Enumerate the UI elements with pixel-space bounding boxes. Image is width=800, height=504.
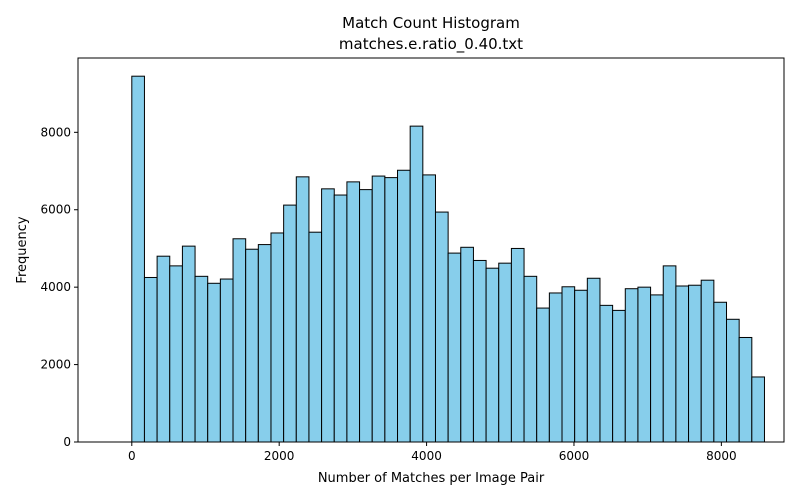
histogram-bar bbox=[548, 292, 563, 443]
histogram-bar bbox=[346, 181, 361, 443]
histogram-bar bbox=[257, 244, 272, 443]
histogram-bar bbox=[650, 294, 664, 443]
y-tick-label: 4000 bbox=[40, 280, 71, 294]
x-tick-label: 2000 bbox=[264, 449, 295, 463]
y-tick-label: 2000 bbox=[40, 358, 71, 372]
histogram-bar bbox=[700, 279, 715, 443]
x-tick-label: 0 bbox=[128, 449, 136, 463]
histogram-bar bbox=[232, 238, 247, 443]
histogram-bar bbox=[574, 289, 588, 443]
histogram-bar bbox=[169, 265, 183, 443]
x-tick-label: 6000 bbox=[559, 449, 590, 463]
histogram-bar bbox=[637, 286, 652, 443]
histogram-bar bbox=[485, 267, 500, 443]
histogram-bar bbox=[612, 309, 626, 443]
histogram-bar bbox=[333, 194, 348, 443]
plot-frame bbox=[77, 57, 785, 443]
y-tick-label: 6000 bbox=[40, 203, 71, 217]
histogram-bar bbox=[283, 204, 297, 443]
ticks-layer: 0 2000 4000 6000 8000 0 2000 4000 6000 8000 bbox=[40, 125, 736, 463]
histogram-bar bbox=[295, 176, 310, 443]
histogram-bar bbox=[738, 336, 753, 443]
bars-layer bbox=[131, 75, 765, 443]
histogram-bar bbox=[523, 275, 538, 443]
histogram-bar bbox=[245, 248, 259, 443]
histogram-bar bbox=[359, 189, 373, 443]
histogram-bar bbox=[713, 301, 728, 443]
histogram-bar bbox=[751, 376, 765, 443]
histogram-bar bbox=[434, 211, 449, 443]
histogram-bar bbox=[460, 246, 474, 443]
histogram-bar bbox=[599, 304, 614, 443]
histogram-bar bbox=[675, 285, 690, 443]
y-axis-label: Frequency bbox=[15, 216, 30, 283]
histogram-bar bbox=[308, 231, 323, 443]
histogram-bar bbox=[510, 247, 525, 443]
histogram-bar bbox=[207, 282, 221, 443]
histogram-bar bbox=[662, 265, 677, 443]
histogram-bar bbox=[194, 275, 209, 443]
x-axis-label: Number of Matches per Image Pair bbox=[318, 471, 545, 486]
histogram-bar bbox=[384, 177, 399, 443]
histogram-bar bbox=[397, 169, 411, 443]
histogram-bar bbox=[422, 174, 436, 443]
histogram-bar bbox=[156, 255, 171, 443]
y-tick-label: 0 bbox=[63, 435, 71, 449]
y-tick-label: 8000 bbox=[40, 125, 71, 139]
histogram-bar bbox=[586, 277, 601, 443]
histogram-bar bbox=[447, 252, 462, 443]
x-tick-label: 4000 bbox=[411, 449, 442, 463]
histogram-bar bbox=[472, 259, 487, 443]
histogram-bar bbox=[371, 175, 386, 443]
histogram-bar bbox=[536, 307, 550, 443]
chart-subtitle: matches.e.ratio_0.40.txt bbox=[339, 35, 523, 54]
histogram-bar bbox=[726, 318, 740, 443]
histogram-bar bbox=[561, 286, 576, 443]
histogram-bar bbox=[624, 288, 639, 443]
histogram-bar bbox=[321, 188, 335, 443]
histogram-bar bbox=[219, 278, 234, 443]
x-tick-label: 8000 bbox=[706, 449, 737, 463]
histogram-bar bbox=[270, 232, 285, 443]
chart-title: Match Count Histogram bbox=[342, 14, 520, 32]
histogram-bar bbox=[131, 75, 145, 443]
histogram-bar bbox=[143, 276, 158, 443]
histogram-bar bbox=[498, 262, 512, 443]
histogram-bar bbox=[181, 245, 196, 443]
histogram-bar bbox=[688, 284, 702, 443]
histogram-bar bbox=[409, 125, 424, 443]
